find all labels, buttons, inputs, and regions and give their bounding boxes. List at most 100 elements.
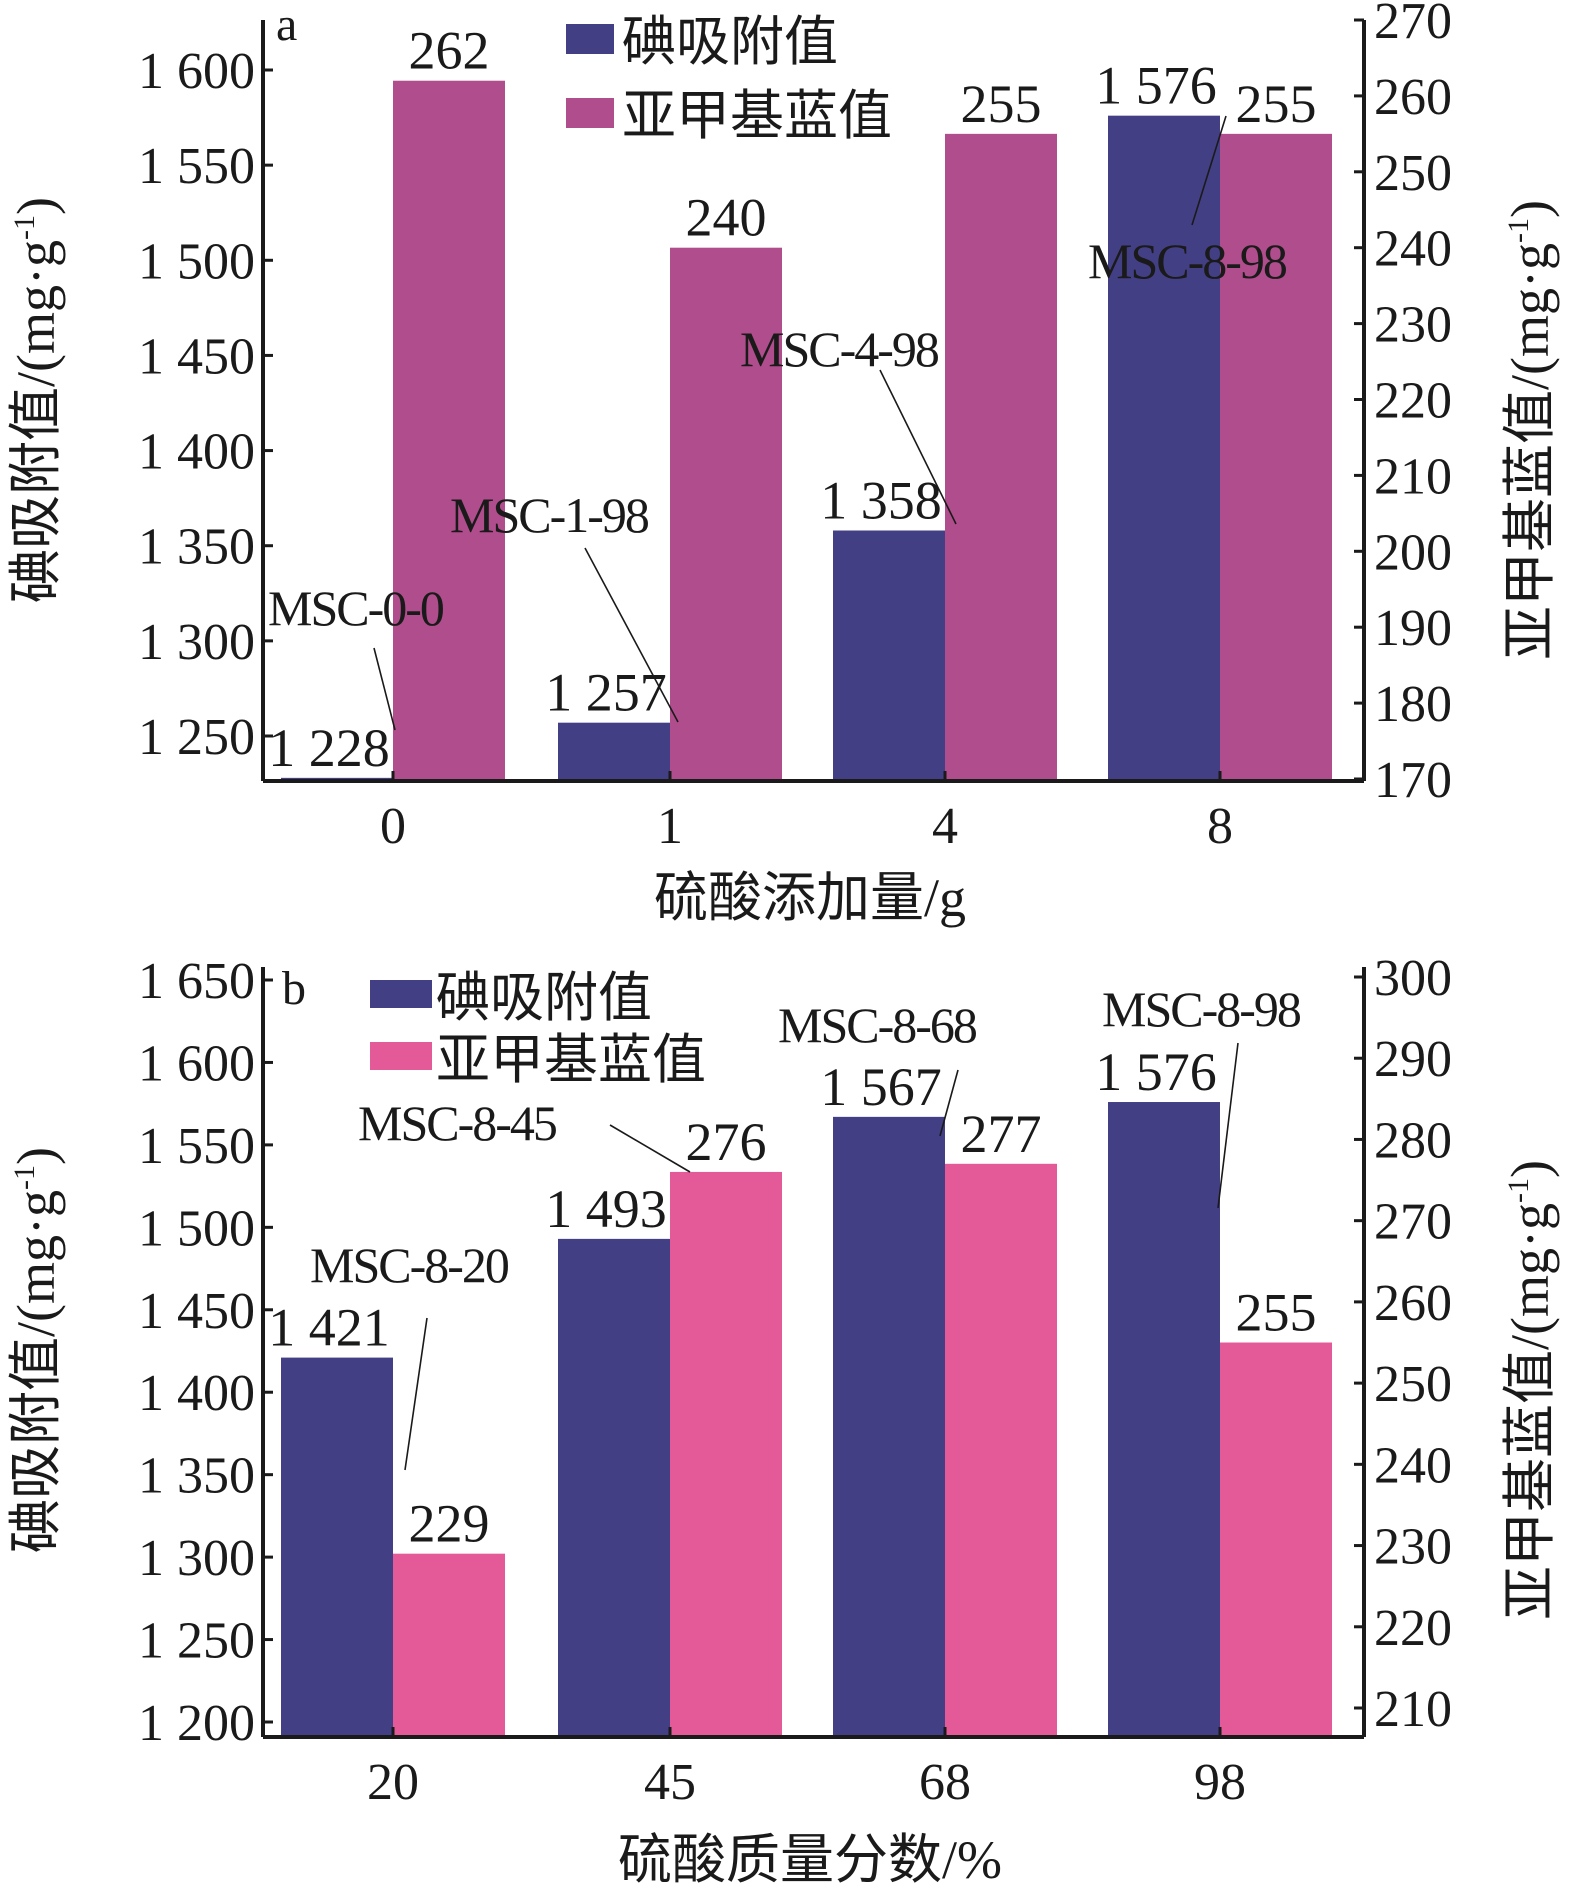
panel-a-left-tick-label: 1 350 bbox=[138, 519, 255, 576]
panel-a-label-iodine-4: 1 358 bbox=[820, 470, 942, 530]
panel-a-x-tick-label: 0 bbox=[380, 798, 406, 855]
panel-b-right-tick-label: 300 bbox=[1374, 950, 1452, 1007]
panel-a-left-tick-label: 1 600 bbox=[138, 43, 255, 100]
panel-b-leader-msc-8-45 bbox=[609, 1124, 691, 1173]
panel-a-right-ticks: 170 180 190 200 210 220 230 240 250 260 270 bbox=[1354, 0, 1452, 809]
panel-a-bar-iodine-8 bbox=[1108, 115, 1220, 781]
panel-a-right-tick-label: 270 bbox=[1374, 0, 1452, 50]
panel-a-right-tick-label: 220 bbox=[1374, 373, 1452, 430]
panel-a-x-tick-label: 1 bbox=[657, 798, 683, 855]
panel-b-annotation-msc-8-68: MSC-8-68 bbox=[778, 997, 977, 1053]
panel-a-right-tick-label: 250 bbox=[1374, 145, 1452, 202]
panel-b-annotation-msc-8-98: MSC-8-98 bbox=[1102, 981, 1301, 1037]
panel-a-label-iodine-8: 1 576 bbox=[1095, 56, 1217, 116]
panel-a-right-tick-label: 240 bbox=[1374, 221, 1452, 278]
panel-b-left-tick-label: 1 200 bbox=[138, 1695, 255, 1752]
panel-b-right-tick-label: 270 bbox=[1374, 1194, 1452, 1251]
panel-a-bar-mb-1 bbox=[670, 247, 782, 781]
panel-a-right-tick-label: 170 bbox=[1374, 752, 1452, 809]
panel-a-label-mb-4: 255 bbox=[961, 74, 1042, 134]
panel-b-left-axis-title: 碘吸附值/(mg·g-1) bbox=[6, 1147, 66, 1553]
panel-b-label-mb-20: 229 bbox=[409, 1494, 490, 1554]
panel-b-left-tick-label: 1 450 bbox=[138, 1283, 255, 1340]
panel-b-leader-msc-8-68 bbox=[939, 1069, 959, 1137]
panel-a-legend-iodine: 碘吸附值 bbox=[622, 12, 838, 72]
panel-a-annotation-msc-1-98: MSC-1-98 bbox=[450, 487, 649, 543]
panel-a-left-tick-label: 1 550 bbox=[138, 138, 255, 195]
panel-b-label-iodine-98: 1 576 bbox=[1095, 1042, 1217, 1102]
panel-a-right-tick-label: 190 bbox=[1374, 600, 1452, 657]
panel-a-annotation-msc-0-0: MSC-0-0 bbox=[268, 580, 444, 636]
panel-b-label-mb-45: 276 bbox=[686, 1112, 767, 1172]
panel-a-right-tick-label: 210 bbox=[1374, 448, 1452, 505]
panel-b-x-tick-label: 20 bbox=[367, 1754, 419, 1811]
panel-b-left-tick-label: 1 250 bbox=[138, 1613, 255, 1670]
panel-b-bar-mb-20 bbox=[393, 1553, 505, 1737]
panel-b-leader-msc-8-20 bbox=[404, 1317, 428, 1471]
panel-a-legend-swatch-mb bbox=[566, 98, 614, 128]
panel-b-legend-iodine: 碘吸附值 bbox=[436, 968, 652, 1028]
panel-a-left-tick-label: 1 500 bbox=[138, 233, 255, 290]
panel-a-left-tick-label: 1 400 bbox=[138, 424, 255, 481]
panel-b-right-tick-label: 210 bbox=[1374, 1681, 1452, 1738]
panel-b-bar-iodine-68 bbox=[833, 1116, 945, 1737]
panel-b-right-axis-title: 亚甲基蓝值/(mg·g-1) bbox=[1500, 1160, 1560, 1620]
panel-b-right-tick-label: 290 bbox=[1374, 1031, 1452, 1088]
panel-a-left-tick-label: 1 450 bbox=[138, 328, 255, 385]
panel-b-left-tick-label: 1 600 bbox=[138, 1035, 255, 1092]
panel-a-leader-msc-4-98 bbox=[879, 369, 957, 525]
panel-b-x-tick-label: 98 bbox=[1194, 1754, 1246, 1811]
panel-a-left-tick-label: 1 250 bbox=[138, 709, 255, 766]
panel-b-left-tick-label: 1 500 bbox=[138, 1200, 255, 1257]
panel-a-right-tick-label: 260 bbox=[1374, 69, 1452, 126]
panel-b-bar-mb-98 bbox=[1220, 1342, 1332, 1737]
panel-a-annotation-msc-8-98: MSC-8-98 bbox=[1088, 233, 1287, 289]
panel-b-label-iodine-20: 1 421 bbox=[268, 1298, 390, 1358]
panel-a-left-ticks: 1 250 1 300 1 350 1 400 1 450 1 500 1 550 1 600 bbox=[138, 43, 273, 766]
panel-b-label-mb-68: 277 bbox=[961, 1104, 1042, 1164]
panel-a-right-tick-label: 230 bbox=[1374, 297, 1452, 354]
panel-b-bar-mb-45 bbox=[670, 1171, 782, 1737]
panel-a-label-iodine-0: 1 228 bbox=[268, 718, 390, 778]
panel-b-left-ticks: 1 200 1 250 1 300 1 350 1 400 1 450 1 500 1 550… bbox=[138, 953, 273, 1752]
panel-b-left-tick-label: 1 400 bbox=[138, 1365, 255, 1422]
panel-b-right-tick-label: 230 bbox=[1374, 1519, 1452, 1576]
panel-a-label-mb-8: 255 bbox=[1236, 74, 1317, 134]
panel-b-letter: b bbox=[282, 962, 306, 1015]
panel-b-annotation-msc-8-45: MSC-8-45 bbox=[358, 1095, 557, 1151]
panel-b-bar-iodine-45 bbox=[558, 1238, 670, 1737]
panel-b-legend-swatch-iodine bbox=[370, 980, 432, 1008]
panel-a-x-ticks: 0 1 4 8 bbox=[380, 771, 1233, 855]
panel-b-x-tick-label: 68 bbox=[919, 1754, 971, 1811]
panel-b-label-mb-98: 255 bbox=[1236, 1283, 1317, 1343]
panel-a-x-axis-title: 硫酸添加量/g bbox=[654, 868, 966, 928]
panel-b-x-ticks: 20 45 68 98 bbox=[367, 1727, 1246, 1811]
panel-a-annotation-msc-4-98: MSC-4-98 bbox=[740, 321, 939, 377]
panel-a-bars: 1 228 262 1 257 240 1 358 255 1 576 255 bbox=[268, 21, 1332, 782]
panel-b-right-tick-label: 250 bbox=[1374, 1356, 1452, 1413]
panel-b-bar-iodine-20 bbox=[281, 1357, 393, 1737]
panel-b-label-iodine-45: 1 493 bbox=[545, 1179, 667, 1239]
panel-a-bar-iodine-4 bbox=[833, 530, 945, 781]
panel-a-x-tick-label: 4 bbox=[932, 798, 958, 855]
panel-a-label-mb-1: 240 bbox=[686, 188, 767, 248]
panel-a-left-axis-title: 碘吸附值/(mg·g-1) bbox=[6, 197, 66, 603]
panel-a-bar-iodine-1 bbox=[558, 722, 670, 781]
panel-b-label-iodine-68: 1 567 bbox=[820, 1057, 942, 1117]
panel-b-bar-iodine-98 bbox=[1108, 1102, 1220, 1737]
panel-b-right-tick-label: 240 bbox=[1374, 1437, 1452, 1494]
panel-b-right-tick-label: 260 bbox=[1374, 1275, 1452, 1332]
panel-b-left-tick-label: 1 350 bbox=[138, 1448, 255, 1505]
panel-a-legend-swatch-iodine bbox=[566, 24, 614, 54]
panel-b-bars: 1 421 229 1 493 276 1 567 277 1 576 255 bbox=[268, 1042, 1332, 1737]
panel-b-legend-mb: 亚甲基蓝值 bbox=[436, 1030, 706, 1090]
panel-a-label-iodine-1: 1 257 bbox=[545, 663, 667, 723]
panel-a-bar-mb-0 bbox=[393, 80, 505, 782]
panel-b-left-tick-label: 1 650 bbox=[138, 953, 255, 1010]
panel-b-x-axis-title: 硫酸质量分数/% bbox=[618, 1830, 1002, 1890]
panel-a-leader-msc-1-98 bbox=[584, 547, 679, 723]
panel-a-right-tick-label: 200 bbox=[1374, 524, 1452, 581]
panel-a-letter: a bbox=[276, 0, 297, 51]
